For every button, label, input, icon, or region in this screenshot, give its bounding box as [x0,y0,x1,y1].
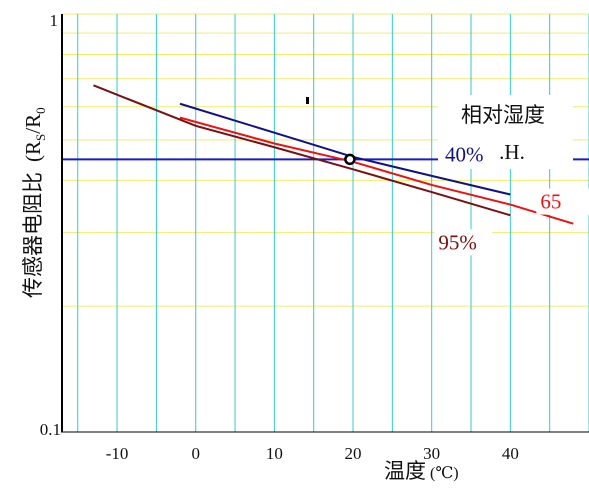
x-axis-title-text: 温度 (℃) [384,459,459,483]
series-label-background [441,141,500,168]
x-tick-label: 20 [345,444,362,463]
x-tick-label: 10 [266,444,283,463]
y-axis-title-main: 传感器电阻比 [21,172,45,298]
grid [62,13,589,432]
series-label-2: 65 [540,190,561,214]
x-tick-label: -10 [106,444,129,463]
legend-title: 相对湿度 [461,103,545,127]
stray-mark [306,97,309,104]
x-tick-label: 0 [191,444,200,463]
y-axis-ratio-slash: /R [21,114,45,134]
series-line-3 [93,84,511,217]
y-tick-top: 1 [50,11,59,30]
series-labels: 40% 65 95% [434,141,589,256]
plot-background [62,14,589,432]
y-axis-title: 传感器电阻比 (RS/R0 [21,107,48,298]
y-tick-bottom: 0.1 [40,420,61,439]
y-axis-ratio-den-sub: 0 [33,107,48,114]
x-axis-title-unit: (℃) [430,465,459,482]
x-axis-title-main: 温度 [384,459,426,483]
x-tick-label: 40 [502,444,519,463]
series-label-background [434,229,493,256]
y-axis-title-text: 传感器电阻比 (RS/R0 [21,107,48,298]
y-axis-ratio-num-sub: S [33,134,48,141]
x-axis-title: 温度 (℃) [384,459,459,483]
series-line-2 [179,116,574,225]
x-tick-labels: -10 0 10 20 30 40 [106,444,519,463]
x-tick-label: 30 [423,444,440,463]
y-axis-ratio-open: (R [21,141,45,162]
crossing-marker [344,153,356,166]
series-label-3: 95% [438,230,477,254]
series-label-background [536,188,589,215]
series-label-1: 40% [445,142,484,166]
